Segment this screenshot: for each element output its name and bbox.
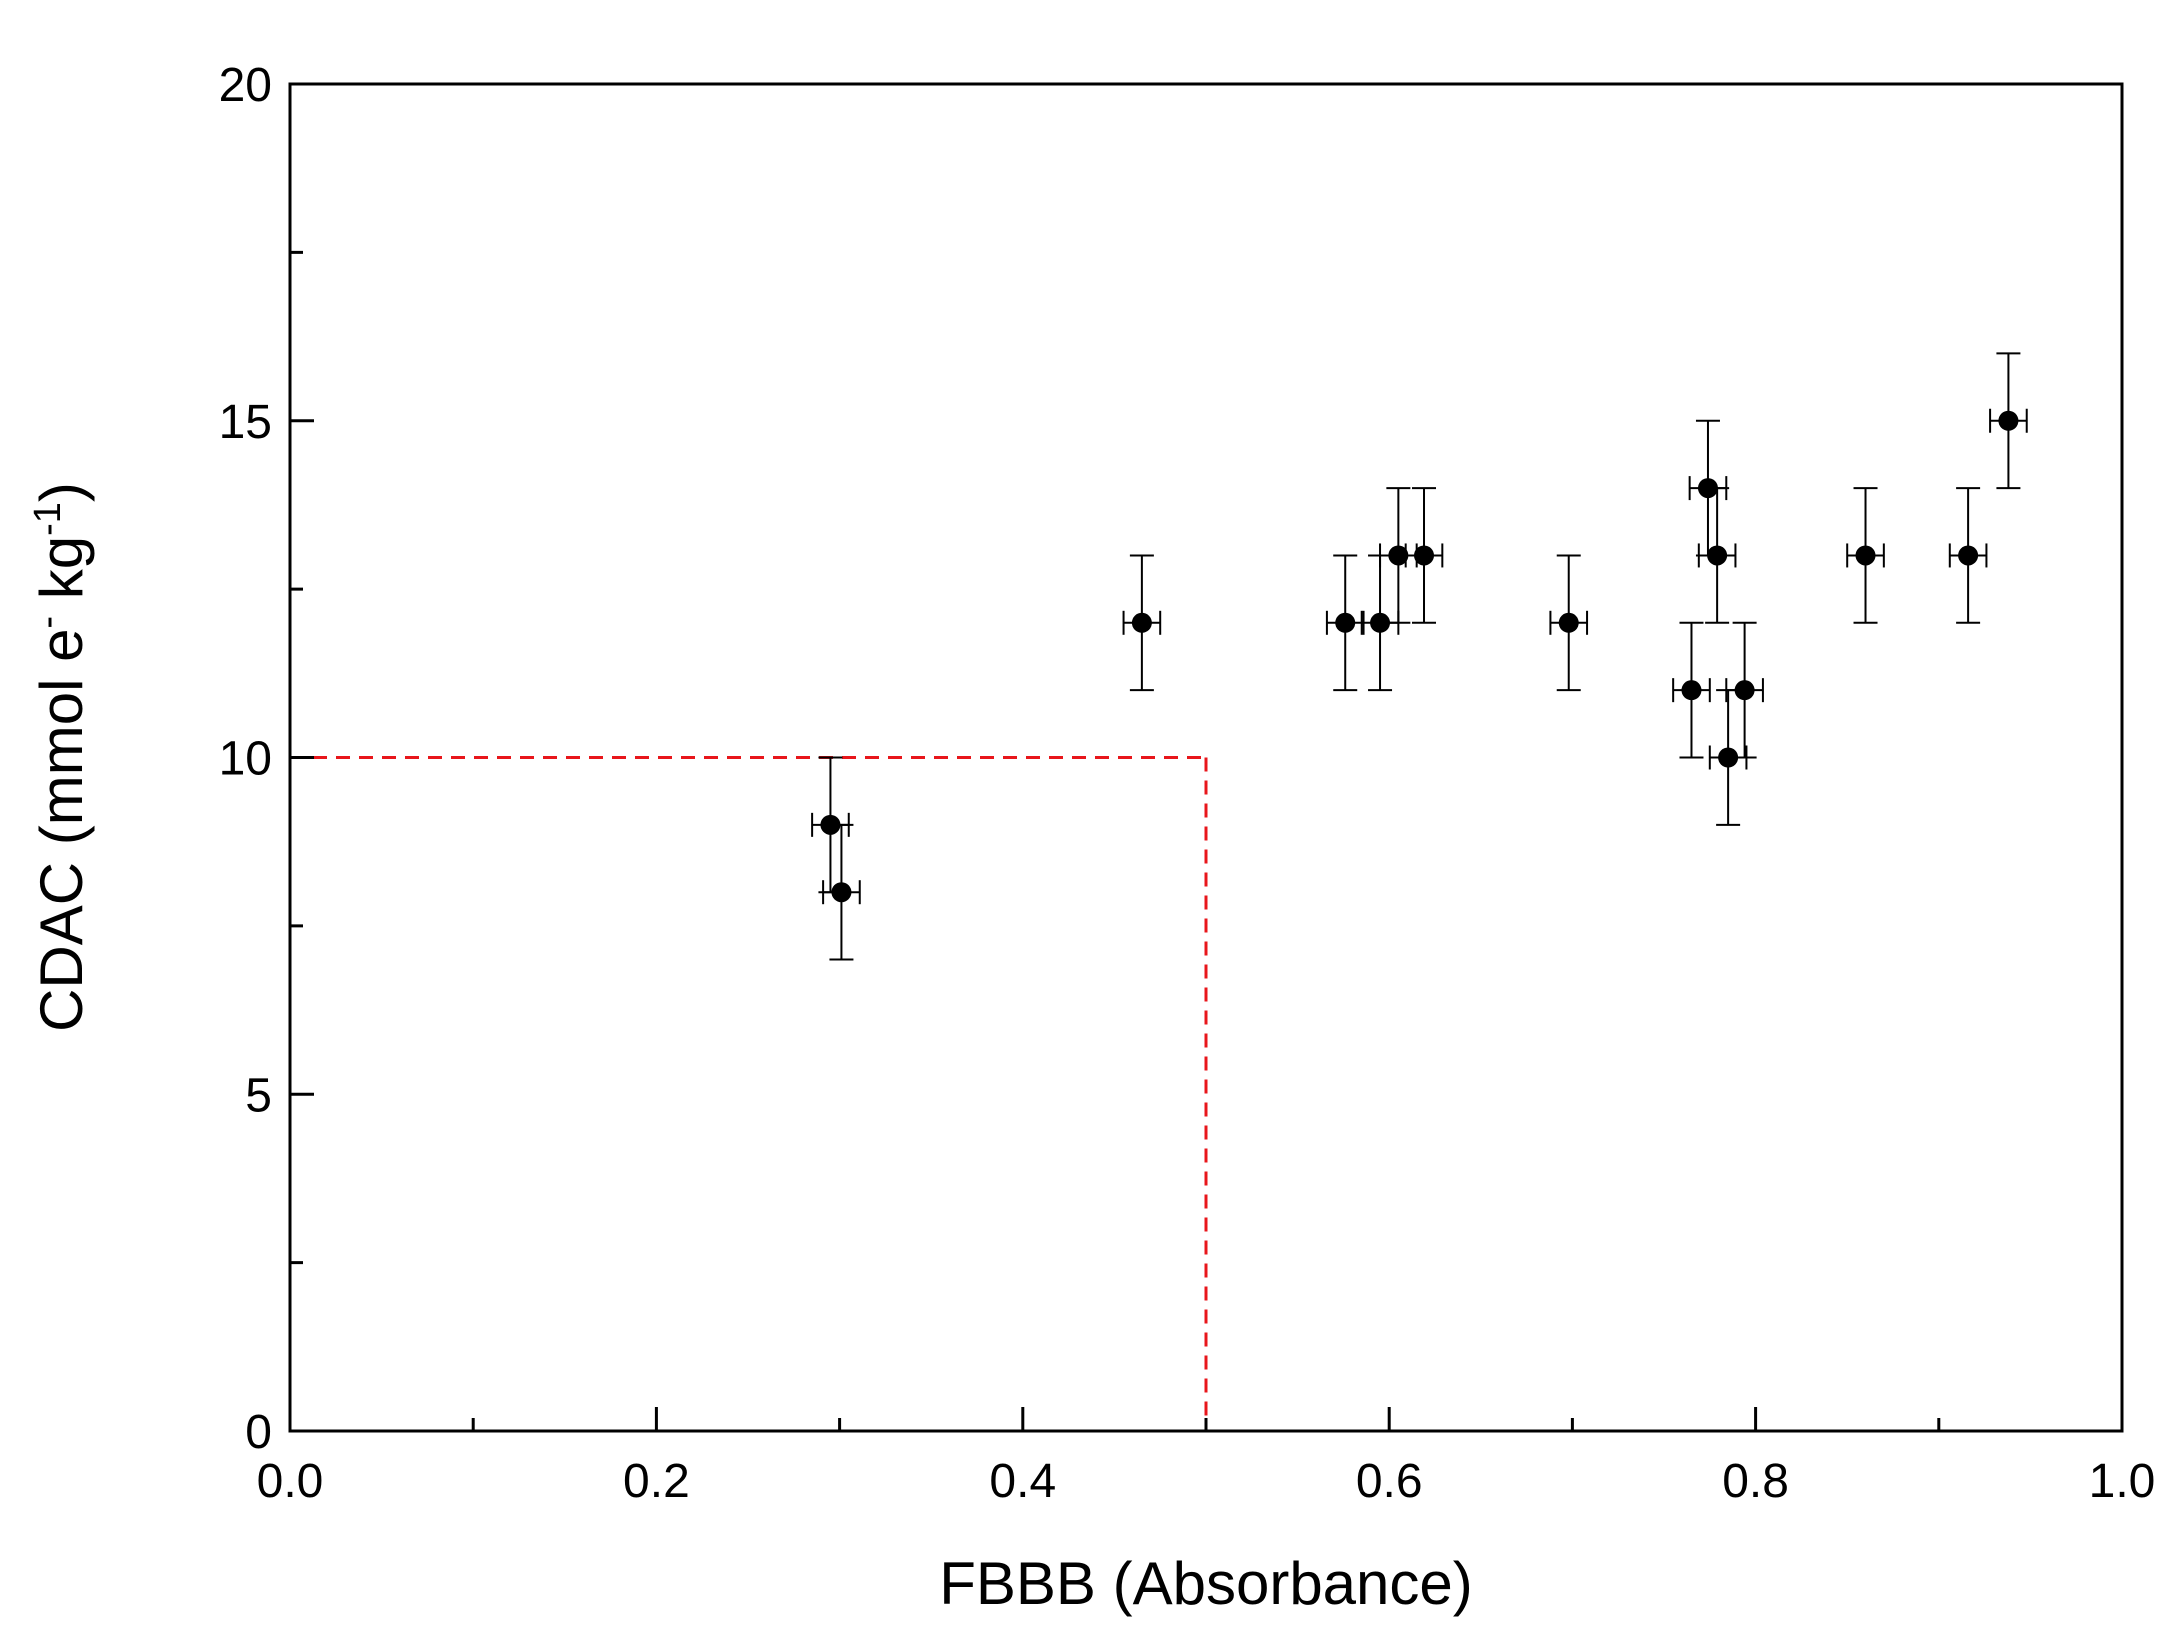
- data-point: [1681, 680, 1702, 701]
- data-point: [1558, 612, 1579, 633]
- x-tick-label: 1.0: [2089, 1455, 2156, 1508]
- data-point: [1734, 680, 1755, 701]
- data-point: [1958, 545, 1979, 566]
- y-tick-label: 0: [245, 1406, 272, 1459]
- y-tick-label: 10: [219, 733, 272, 786]
- y-axis-title: CDAC (mmol e- kg-1): [27, 482, 95, 1032]
- data-point: [1707, 545, 1728, 566]
- data-point-group: [1697, 487, 1737, 624]
- y-tick-label: 20: [219, 59, 272, 112]
- data-point: [1131, 612, 1152, 633]
- data-points: [811, 352, 2028, 961]
- y-axis-title-sup-minus: -: [27, 616, 69, 629]
- data-point-group: [1846, 487, 1885, 624]
- x-tick-label: 0.6: [1356, 1455, 1423, 1508]
- data-point-group: [822, 823, 861, 961]
- data-point-group: [1948, 487, 1988, 624]
- tick-labels: 0.0 0.2 0.4 0.6 0.8 1.0 0 5 10 15 20: [219, 59, 2156, 1508]
- x-tick-label: 0.0: [257, 1455, 324, 1508]
- y-tick-label: 5: [245, 1069, 272, 1122]
- data-point: [1718, 747, 1739, 768]
- data-point-group: [1122, 554, 1162, 692]
- x-axis-title: FBBB (Absorbance): [939, 1550, 1473, 1617]
- axis-ticks: [288, 82, 2124, 1433]
- x-tick-label: 0.4: [989, 1455, 1056, 1508]
- x-tick-label: 0.2: [623, 1455, 690, 1508]
- data-point: [1998, 410, 2019, 431]
- data-point-group: [1672, 621, 1711, 759]
- x-tick-label: 0.8: [1722, 1455, 1789, 1508]
- data-point-group: [1404, 487, 1444, 624]
- y-tick-label: 15: [219, 396, 272, 449]
- data-point: [1855, 545, 1876, 566]
- data-point: [1388, 545, 1409, 566]
- data-point: [1414, 545, 1435, 566]
- data-point: [1335, 612, 1356, 633]
- data-point: [831, 882, 852, 903]
- data-point: [1370, 612, 1391, 633]
- threshold-lines: [290, 756, 1208, 1431]
- y-axis-title-suffix: ): [28, 482, 95, 502]
- y-axis-title-sup-exp: -1: [27, 502, 69, 536]
- data-point-group: [1989, 352, 2028, 490]
- data-point-group: [1325, 554, 1365, 692]
- y-axis-title-mid: kg: [28, 536, 95, 616]
- data-point-group: [1549, 554, 1589, 692]
- data-point-group: [1725, 621, 1764, 759]
- y-axis-title-prefix: CDAC (mmol e: [28, 629, 95, 1032]
